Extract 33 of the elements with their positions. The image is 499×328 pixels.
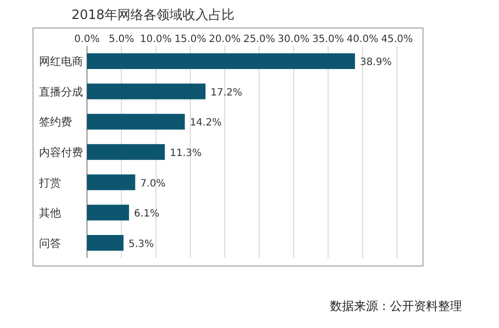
x-tick-label: 0.0%: [74, 34, 100, 45]
data-label: 38.9%: [360, 57, 392, 68]
bar: [87, 53, 355, 70]
x-tick-label: 15.0%: [174, 34, 206, 45]
y-tick-label: 签约费: [39, 116, 72, 129]
y-tick-label: 打赏: [38, 176, 61, 190]
x-tick-label: 35.0%: [312, 34, 344, 45]
bar: [87, 84, 206, 100]
y-tick-label: 问答: [39, 236, 61, 250]
data-label: 6.1%: [134, 208, 160, 220]
y-tick-label: 内容付费: [39, 146, 83, 159]
x-tick-label: 10.0%: [140, 34, 172, 45]
bar: [87, 174, 136, 190]
y-tick-label: 直播分成: [39, 85, 83, 98]
y-tick-label: 其他: [39, 206, 61, 220]
x-tick-label: 5.0%: [108, 34, 134, 45]
x-tick-label: 25.0%: [243, 34, 276, 45]
y-tick-label: 网红电商: [39, 55, 83, 68]
bar: [87, 114, 185, 130]
bar: [87, 234, 124, 251]
x-tick-label: 45.0%: [381, 34, 413, 45]
bar: [87, 144, 165, 160]
data-label: 17.2%: [210, 87, 242, 98]
x-tick-label: 20.0%: [208, 34, 241, 45]
bar: [87, 204, 130, 220]
data-label: 7.0%: [140, 178, 166, 190]
chart-title: 2018年网络各领域收入占比: [71, 8, 235, 23]
data-label: 14.2%: [190, 118, 222, 129]
x-tick-label: 40.0%: [346, 34, 378, 45]
x-tick-label: 30.0%: [278, 34, 310, 45]
source-note: 数据来源：公开资料整理: [330, 299, 462, 313]
data-label: 5.3%: [128, 238, 154, 250]
data-label: 11.3%: [170, 148, 202, 159]
